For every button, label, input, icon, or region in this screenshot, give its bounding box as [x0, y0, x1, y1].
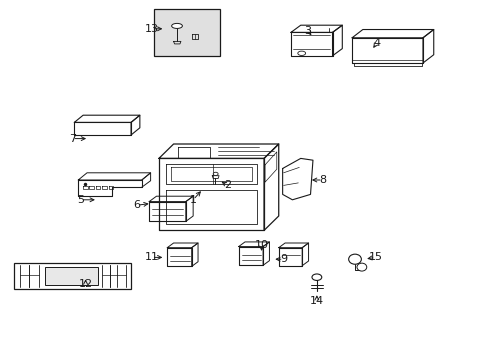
- Text: 12: 12: [79, 279, 92, 289]
- Text: 4: 4: [372, 38, 379, 48]
- Text: 9: 9: [280, 254, 286, 264]
- Text: 5: 5: [77, 195, 84, 205]
- Text: 2: 2: [224, 180, 230, 190]
- Text: 15: 15: [368, 252, 382, 262]
- Ellipse shape: [348, 254, 361, 264]
- Bar: [45, 267, 98, 285]
- Text: 10: 10: [254, 240, 268, 250]
- Text: 3: 3: [304, 26, 311, 36]
- Ellipse shape: [213, 172, 218, 175]
- Text: 14: 14: [309, 296, 323, 306]
- Ellipse shape: [171, 23, 182, 28]
- Text: 13: 13: [144, 24, 158, 34]
- Text: 8: 8: [319, 175, 325, 185]
- Ellipse shape: [311, 274, 321, 280]
- Ellipse shape: [297, 51, 305, 55]
- Text: 7: 7: [69, 134, 76, 144]
- Ellipse shape: [356, 263, 366, 271]
- Text: 1: 1: [189, 195, 196, 205]
- Bar: [154, 9, 220, 56]
- Bar: [14, 263, 131, 289]
- Text: 6: 6: [133, 200, 140, 210]
- Text: 11: 11: [144, 252, 158, 262]
